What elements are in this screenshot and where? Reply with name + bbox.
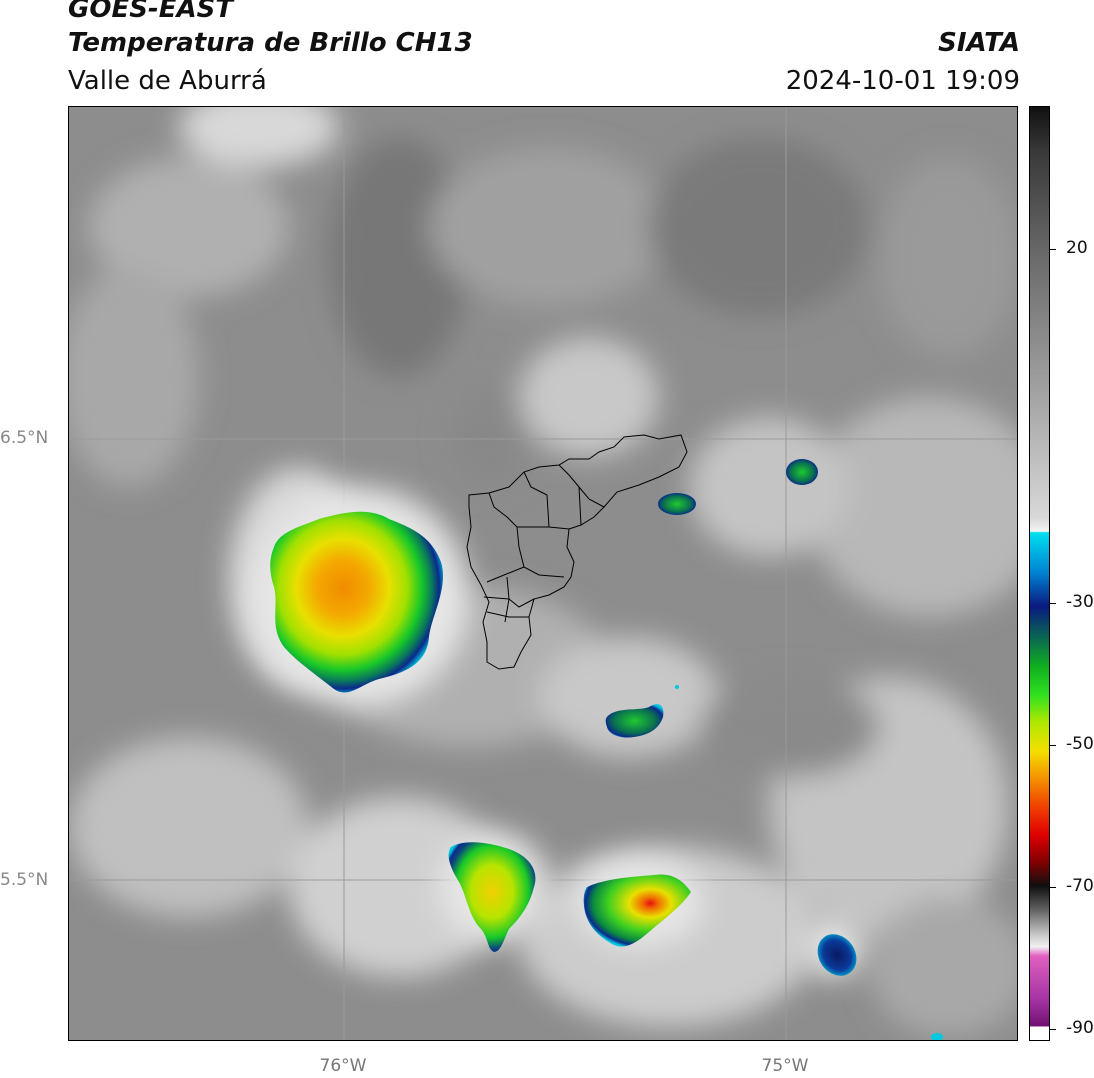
colorbar-label-minus30: -30 (1066, 592, 1094, 612)
storm-cell-small-1 (658, 493, 696, 515)
storm-cell-small-3 (817, 934, 857, 976)
colorbar-tick (1050, 887, 1056, 888)
lat-label-5-5: 5.5°N (0, 870, 49, 890)
municipal-boundaries (466, 434, 688, 670)
colorbar-tick (1050, 249, 1056, 250)
storm-cell-small-2 (786, 459, 818, 485)
region-subtitle: Valle de Aburrá (68, 66, 267, 96)
lon-label-76: 76°W (319, 1056, 367, 1076)
colorbar-label-minus90: -90 (1066, 1018, 1094, 1038)
colorbar-label-minus50: -50 (1066, 734, 1094, 754)
colorbar-tick (1050, 745, 1056, 746)
storm-cell-tiny (931, 1033, 943, 1040)
colorbar-label-20: 20 (1066, 238, 1088, 258)
satellite-title: GOES-EAST (68, 0, 234, 24)
colorbar-tick (1050, 1029, 1056, 1030)
colorbar-gradient (1030, 107, 1049, 1040)
satellite-map[interactable] (68, 106, 1018, 1041)
colorbar (1029, 106, 1050, 1041)
colorbar-label-minus70: -70 (1066, 876, 1094, 896)
storm-cell-south-1 (448, 842, 536, 952)
lat-label-6-5: 6.5°N (0, 428, 49, 448)
map-canvas (69, 107, 1017, 1040)
convective-cells (270, 459, 943, 1040)
storm-cell-large (270, 511, 444, 693)
timestamp-label: 2024-10-01 19:09 (785, 66, 1020, 96)
colorbar-tick (1050, 603, 1056, 604)
storm-cell-south-2 (583, 874, 691, 947)
storm-cell-mid (605, 704, 664, 738)
product-title: Temperatura de Brillo CH13 (68, 28, 473, 58)
organization-label: SIATA (938, 28, 1020, 58)
lon-label-75: 75°W (761, 1056, 809, 1076)
